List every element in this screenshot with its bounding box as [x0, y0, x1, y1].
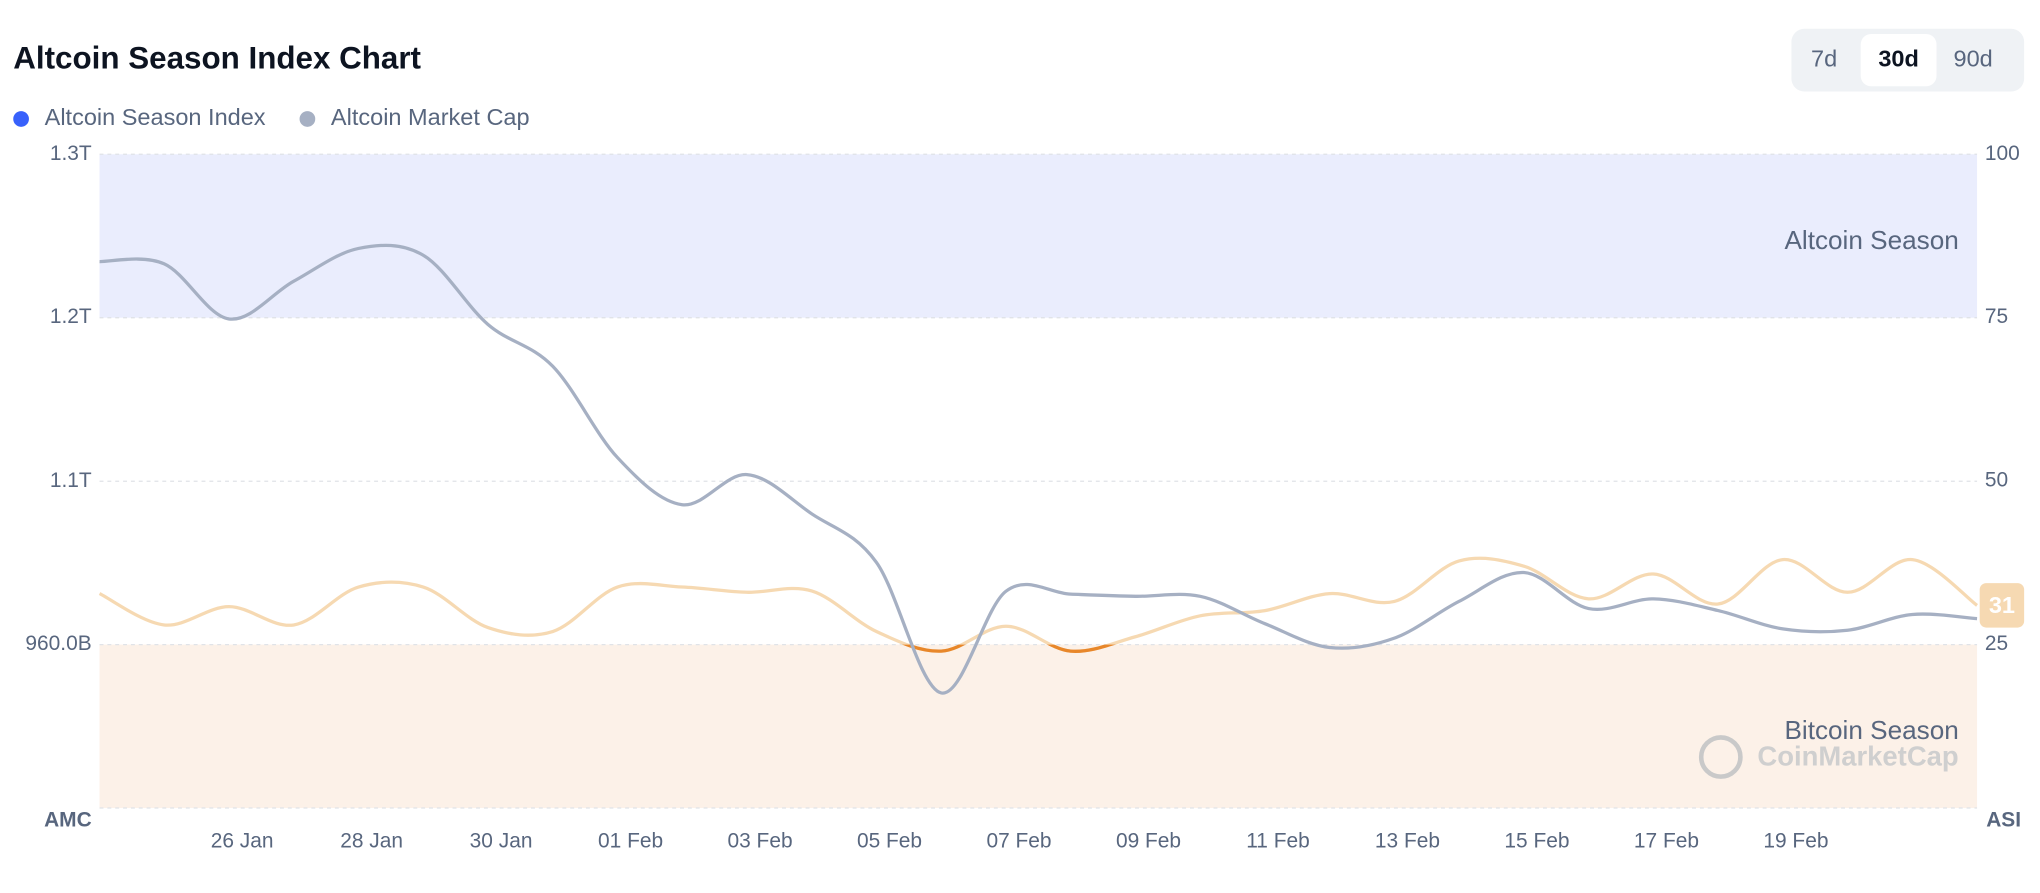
- x-tick-label: 01 Feb: [598, 830, 663, 853]
- line-below-threshold: [902, 644, 1116, 653]
- x-tick-label: 09 Feb: [1116, 830, 1181, 853]
- range-button[interactable]: 90d: [1954, 45, 1993, 71]
- x-tick-label: 30 Jan: [470, 830, 533, 853]
- y2-tick-label: 100: [1985, 142, 2020, 165]
- zone: [99, 154, 1978, 318]
- zone: [99, 644, 1978, 809]
- x-tick-label: 19 Feb: [1763, 830, 1828, 853]
- y-tick-label: 1.1T: [50, 469, 92, 492]
- x-tick-label: 13 Feb: [1375, 830, 1440, 853]
- watermark: CoinMarketCap: [1757, 741, 1958, 772]
- y2-tick-label: 75: [1985, 305, 2008, 328]
- value-badge: [1979, 583, 2025, 628]
- y2-axis-label: ASI: [1986, 809, 2021, 832]
- range-button[interactable]: 7d: [1811, 45, 1837, 71]
- x-tick-label: 11 Feb: [1246, 830, 1310, 853]
- x-tick-label: 05 Feb: [857, 830, 922, 853]
- legend-marker: [299, 111, 316, 127]
- y-tick-label: 1.2T: [50, 305, 92, 328]
- x-tick-label: 15 Feb: [1504, 830, 1569, 853]
- value-badge-label: 31: [1989, 592, 2015, 618]
- y2-tick-label: 50: [1985, 469, 2008, 492]
- y-tick-label: 960.0B: [25, 632, 91, 655]
- y-axis-label: AMC: [44, 809, 92, 832]
- zone-label: Bitcoin Season: [1784, 715, 1958, 745]
- range-button[interactable]: 30d: [1878, 45, 1919, 71]
- x-tick-label: 26 Jan: [211, 830, 274, 853]
- legend-label: Altcoin Market Cap: [331, 104, 530, 130]
- legend-label: Altcoin Season Index: [45, 104, 266, 130]
- watermark-logo: [1698, 735, 1743, 779]
- line: [99, 243, 1978, 695]
- x-tick-label: 28 Jan: [340, 830, 403, 853]
- x-tick-label: 17 Feb: [1634, 830, 1699, 853]
- y2-tick-label: 25: [1985, 632, 2008, 655]
- range-button-active: [1860, 33, 1937, 87]
- legend-marker: [13, 111, 29, 127]
- y-tick-label: 1.3T: [50, 142, 92, 165]
- zone-label: Altcoin Season: [1784, 225, 1958, 255]
- chart-title: Altcoin Season Index Chart: [13, 40, 421, 75]
- x-tick-label: 07 Feb: [986, 830, 1051, 853]
- x-tick-label: 03 Feb: [727, 830, 792, 853]
